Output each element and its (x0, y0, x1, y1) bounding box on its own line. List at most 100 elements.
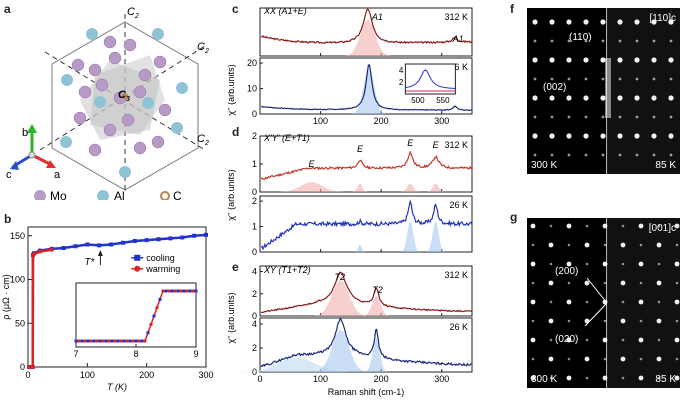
fit-peak-e-top-2 (363, 296, 390, 316)
inset-point-warming (191, 289, 195, 293)
diffraction-spot (548, 280, 554, 286)
spectrum-c-bot (261, 64, 473, 111)
diffraction-spot (651, 57, 657, 63)
c2-label-right1: C2 (197, 41, 209, 55)
diffraction-spot (621, 376, 625, 380)
fit-peak-d-top-1 (352, 183, 368, 192)
diffraction-spot (530, 375, 536, 381)
diffraction-spot (620, 318, 626, 324)
x-tick-label: 200 (139, 370, 154, 380)
diffraction-spot (652, 115, 656, 119)
spot-label-110: (110) (569, 32, 592, 43)
point-cooling (97, 243, 102, 248)
e-x-tick-label: 0 (257, 374, 262, 384)
diffraction-spot (638, 299, 644, 305)
inset-point-cooling (116, 339, 120, 343)
diffraction-spot (566, 375, 572, 381)
point-cooling (144, 238, 149, 243)
spectrum-c-top (260, 8, 473, 45)
diffraction-spot (656, 242, 662, 248)
y-tick-label: 0 (20, 362, 25, 372)
d-y-label: χ'' (arb.units) (228, 169, 236, 220)
y-tick-label-d-top: 0 (252, 187, 257, 197)
diffraction-spot (675, 357, 679, 361)
diffraction-spot (675, 319, 679, 323)
inset-point-warming (77, 339, 81, 343)
fit-peak-e-bot-2 (365, 338, 388, 372)
diffraction-spot (656, 318, 662, 324)
inset-point-cooling (110, 339, 114, 343)
diffraction-spot (635, 39, 639, 43)
diffraction-spot (584, 77, 588, 81)
diffraction-spot (531, 319, 535, 323)
diffraction-spot (674, 299, 680, 305)
arrow-200 (586, 277, 608, 304)
diffraction-spot (634, 133, 640, 139)
y-tick-label: 150 (10, 231, 25, 241)
fit-peak-d-top-0 (278, 182, 345, 192)
diffraction-spot (585, 376, 589, 380)
diffraction-spot (583, 19, 589, 25)
diffraction-spot (657, 376, 661, 380)
diffraction-spot (549, 262, 553, 266)
diffraction-spot (566, 337, 572, 343)
diffraction-spot (674, 375, 680, 381)
diffraction-spot (674, 261, 680, 267)
c2-label-top: C2 (127, 6, 139, 20)
diffraction-spot (657, 338, 661, 342)
inset-x-tick-label: 7 (73, 349, 78, 359)
inset-point-warming (119, 339, 123, 343)
spectrum-e-bot (260, 316, 473, 368)
temp-left: 300 K (531, 374, 557, 385)
e-x-tick-label: 100 (313, 374, 328, 384)
inset-point-cooling (140, 339, 144, 343)
diffraction-f: [110]c 300 K 85 K (110) (002) (527, 8, 680, 174)
diffraction-spot (651, 95, 657, 101)
temp-label-d-top: 312 K (444, 140, 468, 150)
temp-right: 85 K (655, 160, 676, 171)
diffraction-spot (674, 337, 680, 343)
e-peak-label-2: T2 (372, 285, 383, 295)
spectrum-d-bot (260, 199, 473, 251)
d-peak-label: E (407, 138, 414, 148)
c2-axis-diag1 (39, 45, 206, 151)
peak-label-A1-second: A1 (452, 34, 464, 44)
point-cooling (73, 244, 78, 249)
inset-point-cooling (170, 289, 174, 293)
legend-label-warming: warming (145, 264, 180, 274)
point-warming (37, 249, 42, 254)
diffraction-spot (617, 95, 623, 101)
diffraction-spot (639, 357, 643, 361)
spectrum-d-top (260, 150, 473, 180)
inset-point-cooling (104, 339, 108, 343)
panel-letter-f: f (510, 2, 514, 16)
diffraction-spot (567, 319, 571, 323)
temp-label-e-bot: 26 K (449, 322, 468, 332)
panel-letter-c: c (232, 2, 239, 16)
e-x-tick-label: 200 (374, 374, 389, 384)
diffraction-spot (621, 300, 625, 304)
c-y-label: χ'' (arb.units) (228, 64, 236, 115)
inset-point-warming (113, 339, 117, 343)
point-cooling (61, 246, 66, 250)
legend-c-label: C (173, 189, 182, 200)
diffraction-spot (585, 224, 589, 228)
point-cooling (156, 237, 161, 242)
diffraction-spot (657, 224, 661, 228)
diffraction-spot (533, 115, 537, 119)
diffraction-spot (668, 133, 674, 139)
crystal-structure: C2 C2 C2 C3 b a c Mo Al C (6, 6, 209, 200)
inset-point-cooling (128, 339, 132, 343)
y-axis-label: ρ (μΩ · cm) (1, 274, 11, 320)
panel-letter-g: g (510, 210, 518, 224)
panel-letter-a: a (4, 2, 11, 16)
diffraction-spot (530, 337, 536, 343)
temp-label-d-bot: 26 K (449, 200, 468, 210)
point-cooling (85, 242, 90, 247)
spot-label-002: (002) (543, 82, 566, 93)
point-cooling (132, 239, 137, 243)
temp-label-e-top: 312 K (444, 270, 468, 280)
diffraction-spot (669, 153, 673, 157)
inset-point-cooling (188, 289, 192, 293)
diffraction-spot (675, 243, 679, 247)
